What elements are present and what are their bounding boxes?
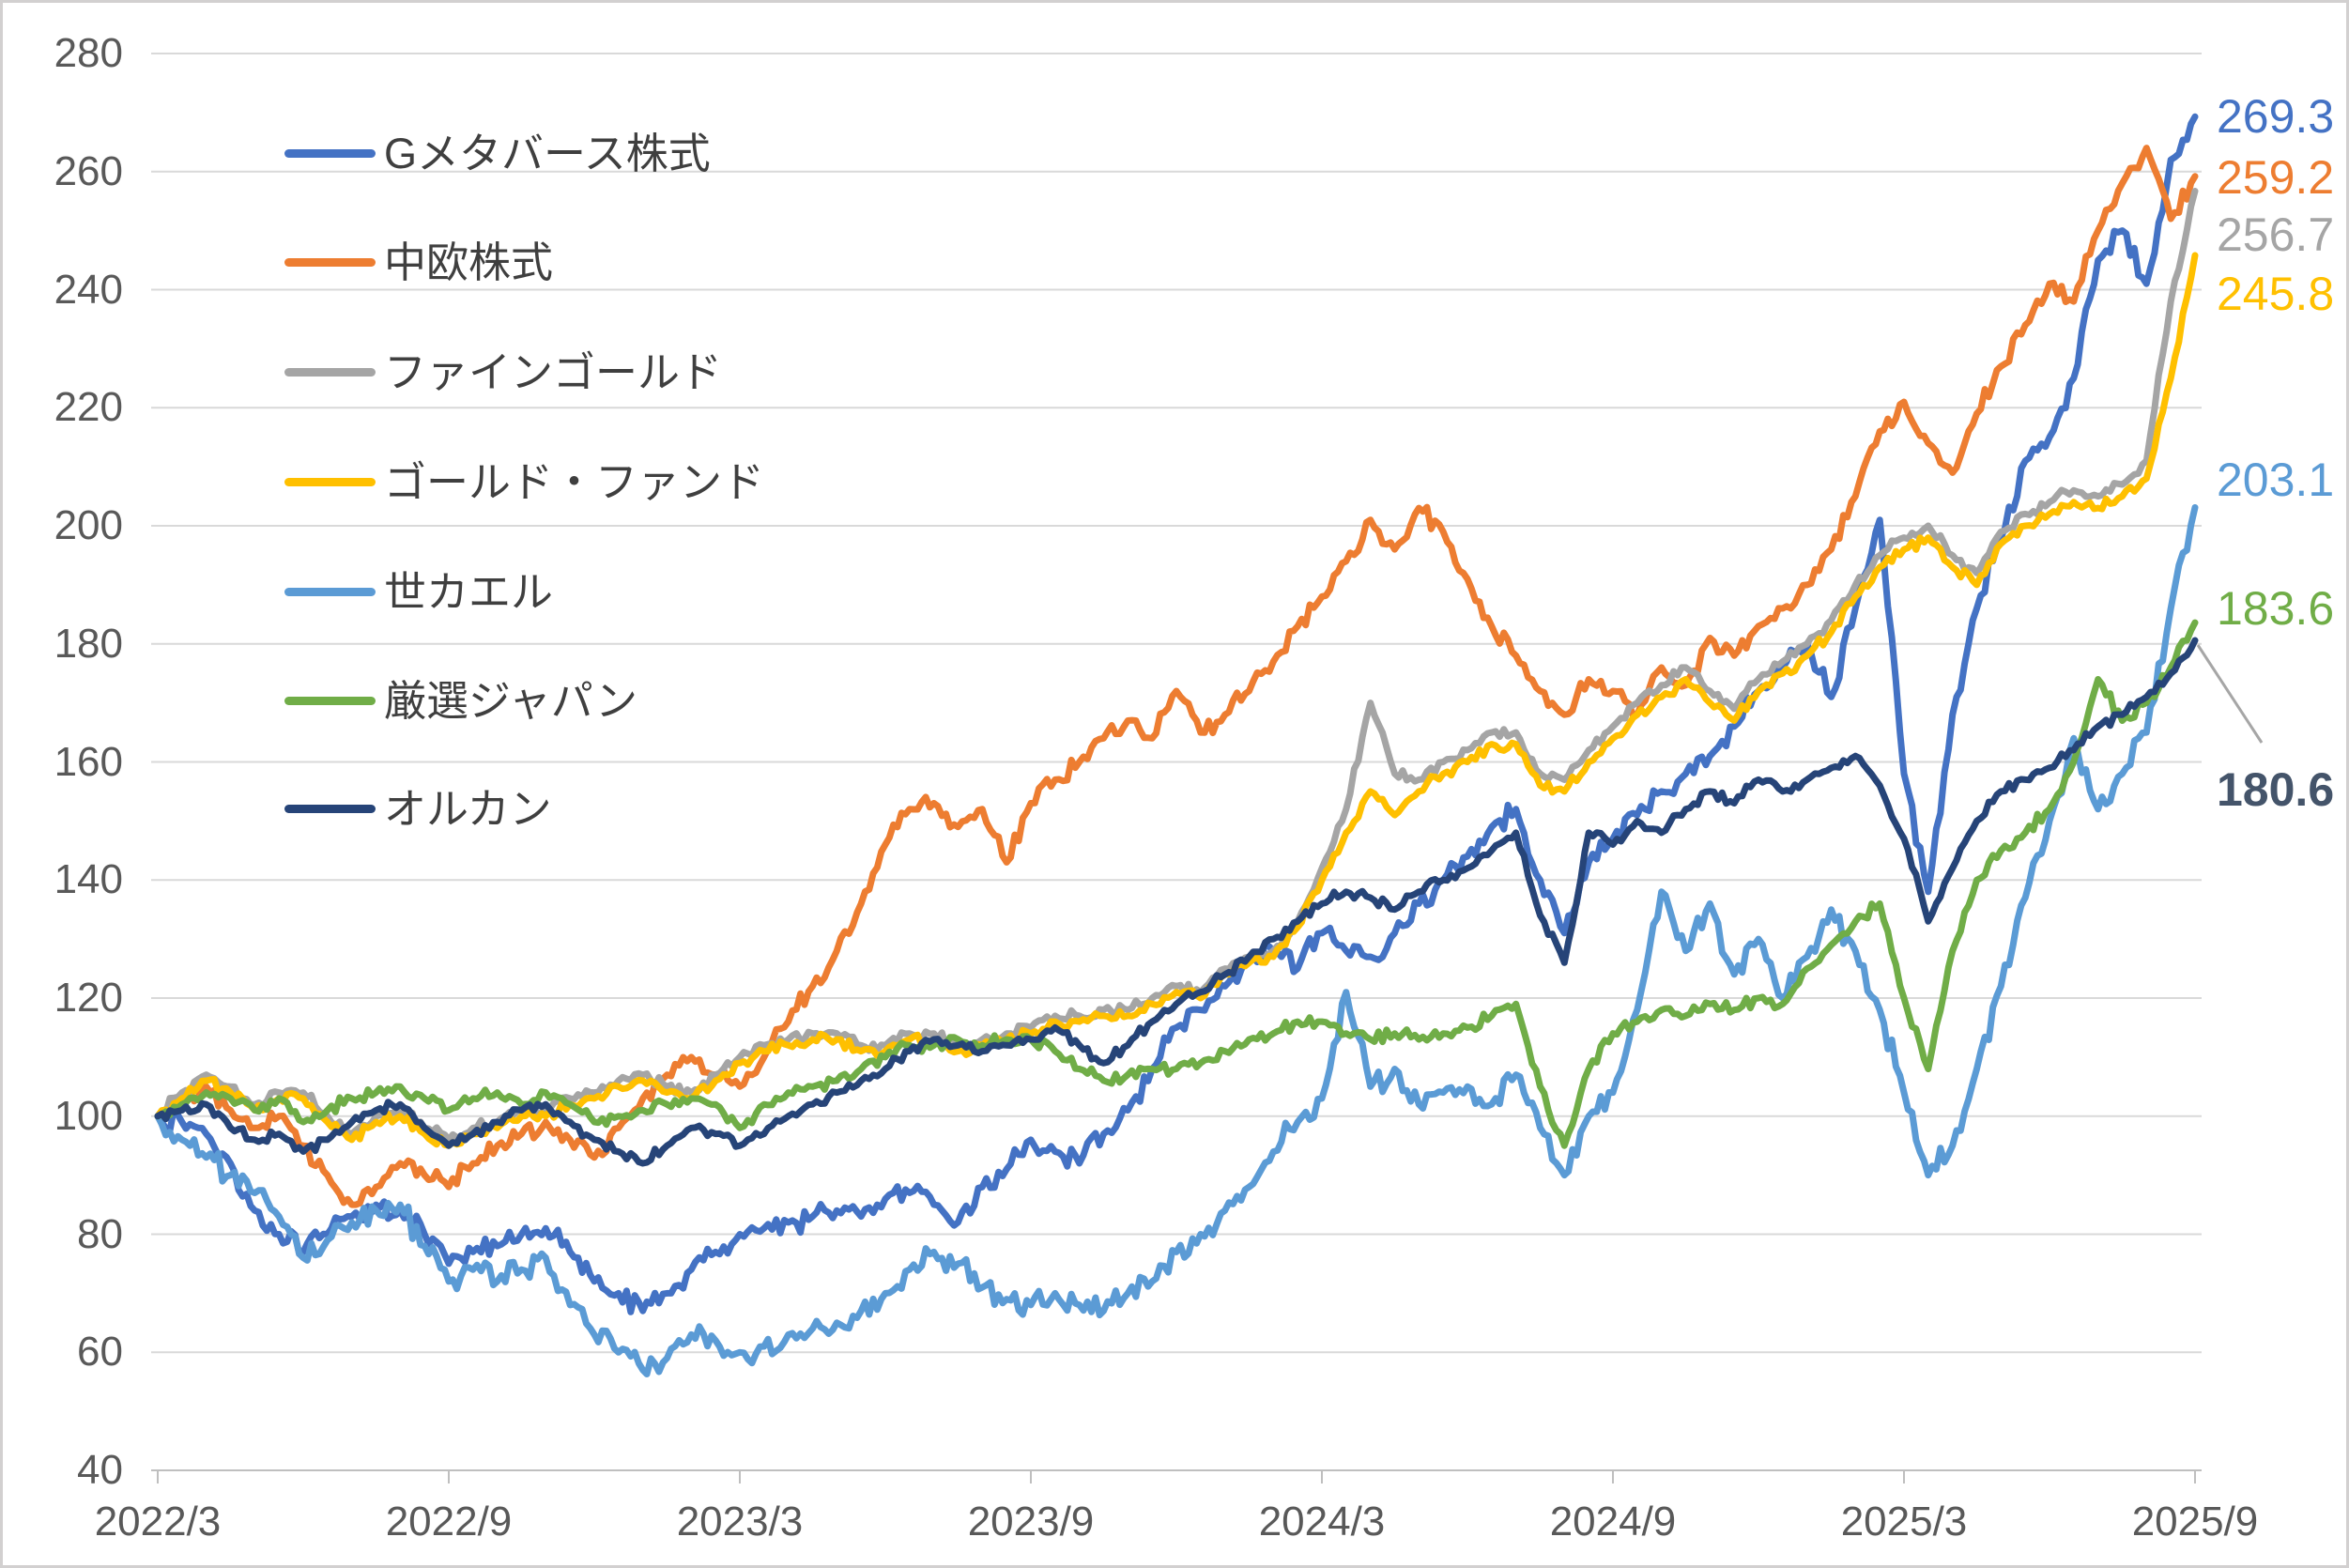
- legend-item-2: 中欧株式: [284, 239, 553, 284]
- x-tick-label: 2023/9: [967, 1499, 1095, 1545]
- legend-label: 中欧株式: [384, 238, 554, 286]
- legend-swatch-icon: [284, 148, 376, 158]
- legend-swatch-icon: [284, 257, 376, 267]
- legend-label: オルカン: [384, 784, 552, 833]
- legend-swatch-icon: [284, 367, 376, 377]
- legend-label: 世カエル: [384, 567, 554, 616]
- legend-swatch-icon: [284, 587, 376, 596]
- legend-swatch-icon: [284, 804, 376, 813]
- y-tick-label: 220: [54, 384, 123, 431]
- x-tick-label: 2024/3: [1258, 1499, 1386, 1545]
- legend-item-5: 世カエル: [284, 569, 553, 614]
- y-tick-label: 60: [77, 1329, 123, 1376]
- legend-item-6: 厳選ジャパン: [284, 678, 637, 723]
- legend-swatch-icon: [284, 477, 376, 486]
- legend-item-4: ゴールド・ファンド: [284, 459, 764, 504]
- y-tick-label: 100: [54, 1092, 123, 1139]
- y-tick-label: 80: [77, 1210, 123, 1257]
- y-tick-label: 180: [54, 620, 123, 667]
- legend-label: 厳選ジャパン: [384, 676, 638, 725]
- end-value-label: 180.6: [2217, 763, 2335, 816]
- y-tick-label: 160: [54, 738, 123, 785]
- x-tick-label: 2024/9: [1549, 1499, 1677, 1545]
- legend-label: ファインゴールド: [384, 347, 723, 396]
- series-line-2: [154, 145, 2199, 1208]
- y-tick-label: 120: [54, 975, 123, 1021]
- legend-item-7: オルカン: [284, 786, 552, 831]
- end-value-label: 269.3: [2217, 90, 2335, 143]
- series-line-6: [154, 619, 2199, 1149]
- legend-label: Gメタバース株式: [384, 129, 711, 177]
- end-value-label: 203.1: [2217, 453, 2335, 506]
- y-tick-label: 40: [77, 1447, 123, 1493]
- y-tick-label: 260: [54, 147, 123, 194]
- x-tick-label: 2022/3: [94, 1499, 222, 1545]
- y-tick-label: 280: [54, 30, 123, 76]
- x-tick-label: 2025/9: [2131, 1499, 2259, 1545]
- series-line-5: [154, 504, 2199, 1377]
- label-leader-line: [2196, 644, 2264, 744]
- series-line-1: [154, 113, 2199, 1315]
- plot-area: [151, 53, 2264, 1483]
- legend-item-3: ファインゴールド: [284, 349, 722, 394]
- x-tick-label: 2022/9: [385, 1499, 513, 1545]
- x-tick-label: 2025/3: [1840, 1499, 1968, 1545]
- legend-swatch-icon: [284, 696, 376, 705]
- end-value-label: 245.8: [2217, 268, 2335, 320]
- series-line-7: [154, 637, 2199, 1167]
- end-value-label: 183.6: [2217, 582, 2335, 635]
- y-tick-label: 240: [54, 266, 123, 313]
- series-line-4: [154, 252, 2199, 1149]
- legend-label: ゴールド・ファンド: [384, 457, 765, 506]
- y-tick-label: 200: [54, 502, 123, 548]
- end-value-label: 256.7: [2217, 208, 2335, 261]
- y-tick-label: 140: [54, 856, 123, 903]
- end-value-label: 259.2: [2217, 151, 2335, 204]
- legend-item-1: Gメタバース株式: [284, 131, 711, 176]
- x-tick-label: 2023/3: [676, 1499, 804, 1545]
